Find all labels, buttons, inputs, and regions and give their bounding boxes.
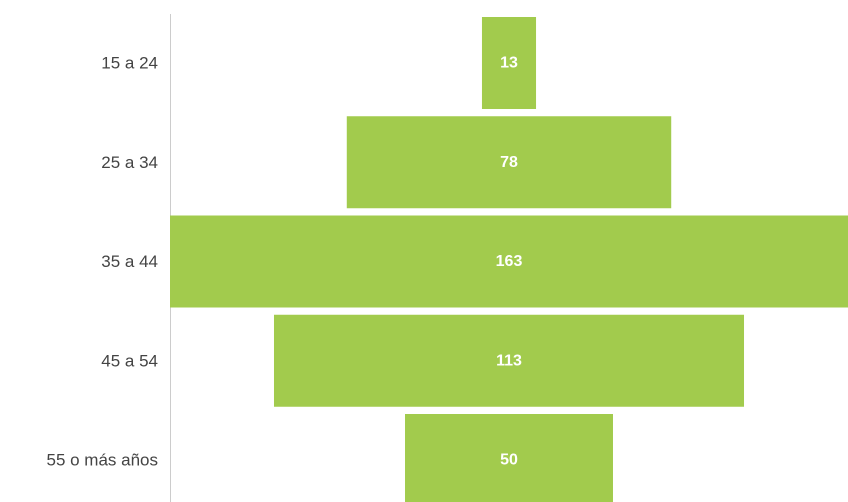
data-label: 113: [496, 352, 522, 369]
category-label: 25 a 34: [101, 153, 158, 172]
bar-55-o-más-años: [405, 414, 613, 502]
data-label: 78: [500, 154, 518, 171]
data-label: 13: [500, 55, 518, 72]
category-labels-group: 15 a 24 25 a 34 35 a 44 45 a 54 55 o más año…: [46, 54, 158, 470]
category-label: 15 a 24: [101, 54, 158, 73]
category-label: 55 o más años: [46, 451, 158, 470]
data-label: 163: [496, 253, 523, 270]
bar-25-a-34: [346, 116, 672, 209]
category-label: 45 a 54: [101, 351, 158, 370]
bars-group: [170, 17, 848, 502]
bar-35-a-44: [170, 215, 848, 308]
bar-15-a-24: [481, 17, 537, 109]
category-label: 35 a 44: [101, 252, 158, 271]
data-label: 50: [500, 452, 518, 469]
data-labels-group: 13 78 163 113 50: [496, 55, 523, 469]
bar-45-a-54: [273, 314, 745, 407]
